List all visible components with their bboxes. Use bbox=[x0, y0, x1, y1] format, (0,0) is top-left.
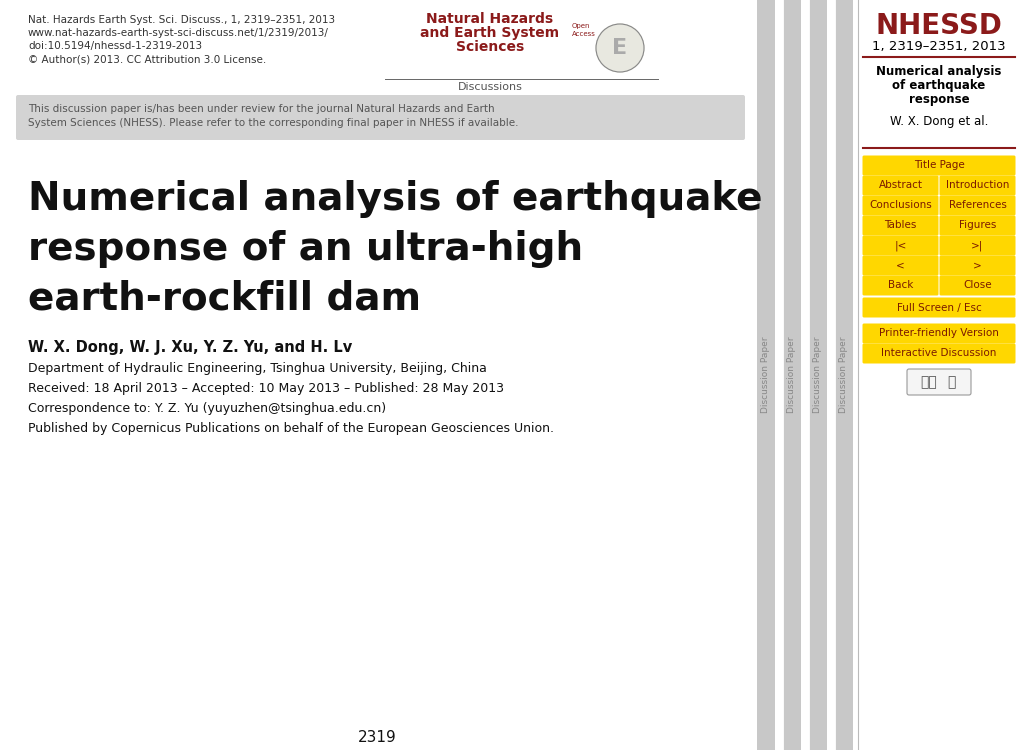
FancyBboxPatch shape bbox=[862, 196, 937, 215]
Text: and Earth System: and Earth System bbox=[420, 26, 559, 40]
FancyBboxPatch shape bbox=[862, 298, 1015, 317]
FancyBboxPatch shape bbox=[862, 215, 937, 236]
Circle shape bbox=[595, 24, 643, 72]
FancyBboxPatch shape bbox=[862, 236, 937, 256]
Text: of earthquake: of earthquake bbox=[892, 79, 984, 92]
Text: References: References bbox=[948, 200, 1006, 211]
FancyBboxPatch shape bbox=[938, 176, 1015, 196]
Text: NHESSD: NHESSD bbox=[874, 12, 1002, 40]
Text: >: > bbox=[972, 260, 981, 271]
FancyBboxPatch shape bbox=[862, 275, 937, 296]
Text: >|: >| bbox=[970, 240, 982, 250]
Text: Correspondence to: Y. Z. Yu (yuyuzhen@tsinghua.edu.cn): Correspondence to: Y. Z. Yu (yuyuzhen@ts… bbox=[28, 402, 386, 415]
Text: Printer-friendly Version: Printer-friendly Version bbox=[878, 328, 998, 338]
Text: Natural Hazards: Natural Hazards bbox=[426, 12, 553, 26]
Text: Sciences: Sciences bbox=[455, 40, 524, 54]
Text: Department of Hydraulic Engineering, Tsinghua University, Beijing, China: Department of Hydraulic Engineering, Tsi… bbox=[28, 362, 486, 375]
Text: Ⓒⓒ: Ⓒⓒ bbox=[920, 375, 936, 389]
Text: Numerical analysis of earthquake: Numerical analysis of earthquake bbox=[28, 180, 762, 218]
Text: Discussion Paper: Discussion Paper bbox=[761, 337, 769, 413]
Text: Figures: Figures bbox=[958, 220, 996, 230]
Text: Introduction: Introduction bbox=[945, 181, 1008, 190]
Text: Close: Close bbox=[962, 280, 990, 290]
Text: earth-rockfill dam: earth-rockfill dam bbox=[28, 280, 421, 318]
Bar bbox=[808, 0, 826, 750]
Text: doi:10.5194/nhessd-1-2319-2013: doi:10.5194/nhessd-1-2319-2013 bbox=[28, 41, 202, 51]
Text: © Author(s) 2013. CC Attribution 3.0 License.: © Author(s) 2013. CC Attribution 3.0 Lic… bbox=[28, 54, 266, 64]
Text: <: < bbox=[896, 260, 904, 271]
FancyBboxPatch shape bbox=[938, 275, 1015, 296]
Text: 1, 2319–2351, 2013: 1, 2319–2351, 2013 bbox=[871, 40, 1005, 53]
Text: Interactive Discussion: Interactive Discussion bbox=[880, 349, 996, 358]
Text: Abstract: Abstract bbox=[877, 181, 921, 190]
Text: W. X. Dong, W. J. Xu, Y. Z. Yu, and H. Lv: W. X. Dong, W. J. Xu, Y. Z. Yu, and H. L… bbox=[28, 340, 352, 355]
Text: Discussion Paper: Discussion Paper bbox=[813, 337, 821, 413]
Text: Discussions: Discussions bbox=[458, 82, 522, 92]
Text: System Sciences (NHESS). Please refer to the corresponding final paper in NHESS : System Sciences (NHESS). Please refer to… bbox=[28, 118, 518, 128]
Text: www.nat-hazards-earth-syst-sci-discuss.net/1/2319/2013/: www.nat-hazards-earth-syst-sci-discuss.n… bbox=[28, 28, 328, 38]
FancyBboxPatch shape bbox=[938, 236, 1015, 256]
Text: |<: |< bbox=[894, 240, 906, 250]
FancyBboxPatch shape bbox=[862, 323, 1015, 344]
Text: Title Page: Title Page bbox=[913, 160, 963, 170]
FancyBboxPatch shape bbox=[862, 256, 937, 275]
FancyBboxPatch shape bbox=[938, 215, 1015, 236]
Bar bbox=[783, 0, 800, 750]
Text: E: E bbox=[611, 38, 627, 58]
Text: This discussion paper is/has been under review for the journal Natural Hazards a: This discussion paper is/has been under … bbox=[28, 104, 494, 114]
FancyBboxPatch shape bbox=[938, 256, 1015, 275]
FancyBboxPatch shape bbox=[862, 176, 937, 196]
Text: ⓘ: ⓘ bbox=[946, 375, 954, 389]
Text: Conclusions: Conclusions bbox=[868, 200, 931, 211]
Text: W. X. Dong et al.: W. X. Dong et al. bbox=[889, 115, 987, 128]
Text: Received: 18 April 2013 – Accepted: 10 May 2013 – Published: 28 May 2013: Received: 18 April 2013 – Accepted: 10 M… bbox=[28, 382, 503, 395]
Text: Open
Access: Open Access bbox=[572, 23, 595, 37]
Text: Discussion Paper: Discussion Paper bbox=[787, 337, 796, 413]
Text: response of an ultra-high: response of an ultra-high bbox=[28, 230, 583, 268]
Text: 2319: 2319 bbox=[358, 730, 396, 745]
FancyBboxPatch shape bbox=[862, 155, 1015, 176]
Bar bbox=[857, 0, 1019, 750]
Text: Tables: Tables bbox=[883, 220, 916, 230]
Text: Full Screen / Esc: Full Screen / Esc bbox=[896, 302, 980, 313]
Text: response: response bbox=[908, 93, 968, 106]
Text: Numerical analysis: Numerical analysis bbox=[875, 65, 1001, 78]
Text: Discussion Paper: Discussion Paper bbox=[839, 337, 848, 413]
Text: Published by Copernicus Publications on behalf of the European Geosciences Union: Published by Copernicus Publications on … bbox=[28, 422, 553, 435]
FancyBboxPatch shape bbox=[862, 344, 1015, 364]
FancyBboxPatch shape bbox=[16, 95, 744, 140]
Text: Back: Back bbox=[887, 280, 912, 290]
FancyBboxPatch shape bbox=[906, 369, 970, 395]
FancyBboxPatch shape bbox=[938, 196, 1015, 215]
Bar bbox=[756, 0, 774, 750]
Text: Nat. Hazards Earth Syst. Sci. Discuss., 1, 2319–2351, 2013: Nat. Hazards Earth Syst. Sci. Discuss., … bbox=[28, 15, 335, 25]
Bar bbox=[835, 0, 852, 750]
